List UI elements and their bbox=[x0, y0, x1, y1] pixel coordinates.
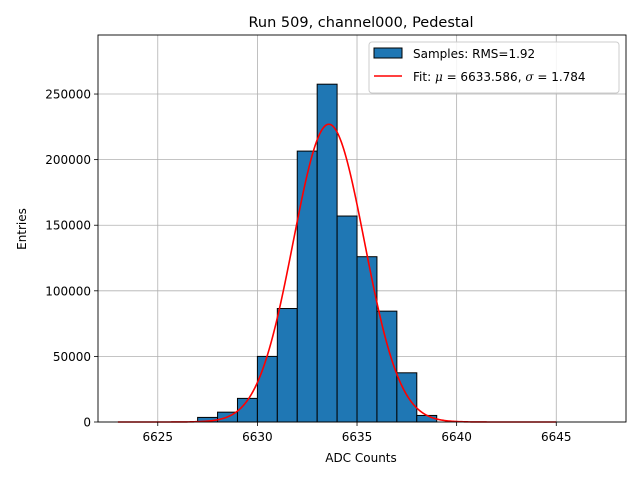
plot-frame bbox=[97, 34, 627, 423]
histogram-bar bbox=[236, 397, 258, 423]
y-tick-label: 0 bbox=[83, 416, 91, 430]
legend-fit-prefix: Fit: bbox=[413, 70, 435, 84]
y-tick-label: 200000 bbox=[45, 153, 91, 167]
histogram-bar bbox=[336, 215, 358, 423]
histogram-bar bbox=[316, 83, 338, 423]
legend-fit-mu-value: = 6633.586, bbox=[443, 70, 526, 84]
legend: Samples: RMS=1.92 Fit: μ = 6633.586, σ =… bbox=[368, 41, 620, 94]
x-tick-label: 6640 bbox=[441, 430, 472, 444]
y-axis-label: Entries bbox=[15, 208, 29, 250]
legend-fit-mu-symbol: μ bbox=[435, 70, 443, 84]
legend-histogram-swatch bbox=[373, 47, 403, 59]
histogram-bar bbox=[276, 308, 298, 423]
x-tick-label: 6630 bbox=[242, 430, 273, 444]
legend-histogram-label: Samples: RMS=1.92 bbox=[413, 47, 535, 61]
histogram-bar bbox=[356, 256, 378, 423]
y-tick-label: 150000 bbox=[45, 219, 91, 233]
x-tick-label: 6635 bbox=[342, 430, 373, 444]
y-tick-label: 250000 bbox=[45, 88, 91, 102]
y-tick-label: 100000 bbox=[45, 284, 91, 298]
x-tick-label: 6625 bbox=[143, 430, 174, 444]
legend-fit-sigma-value: = 1.784 bbox=[534, 70, 586, 84]
x-axis-label: ADC Counts bbox=[325, 451, 397, 465]
y-tick-label: 50000 bbox=[53, 350, 91, 364]
x-axis: 6625 6630 6635 6640 6645 bbox=[143, 422, 572, 444]
histogram-bar bbox=[256, 355, 278, 423]
y-axis: 0 50000 100000 150000 200000 250000 bbox=[45, 88, 98, 430]
legend-fit-sigma-symbol: σ bbox=[525, 70, 534, 84]
x-tick-label: 6645 bbox=[541, 430, 572, 444]
histogram-bar bbox=[296, 150, 318, 423]
chart-title: Run 509, channel000, Pedestal bbox=[248, 15, 473, 31]
legend-frame bbox=[368, 41, 620, 94]
plot-area bbox=[97, 34, 627, 423]
legend-fit-label: Fit: μ = 6633.586, σ = 1.784 bbox=[413, 70, 586, 84]
